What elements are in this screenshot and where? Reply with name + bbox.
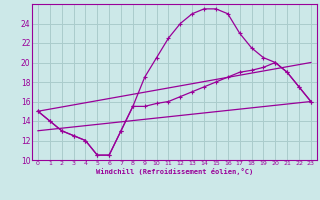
X-axis label: Windchill (Refroidissement éolien,°C): Windchill (Refroidissement éolien,°C) (96, 168, 253, 175)
